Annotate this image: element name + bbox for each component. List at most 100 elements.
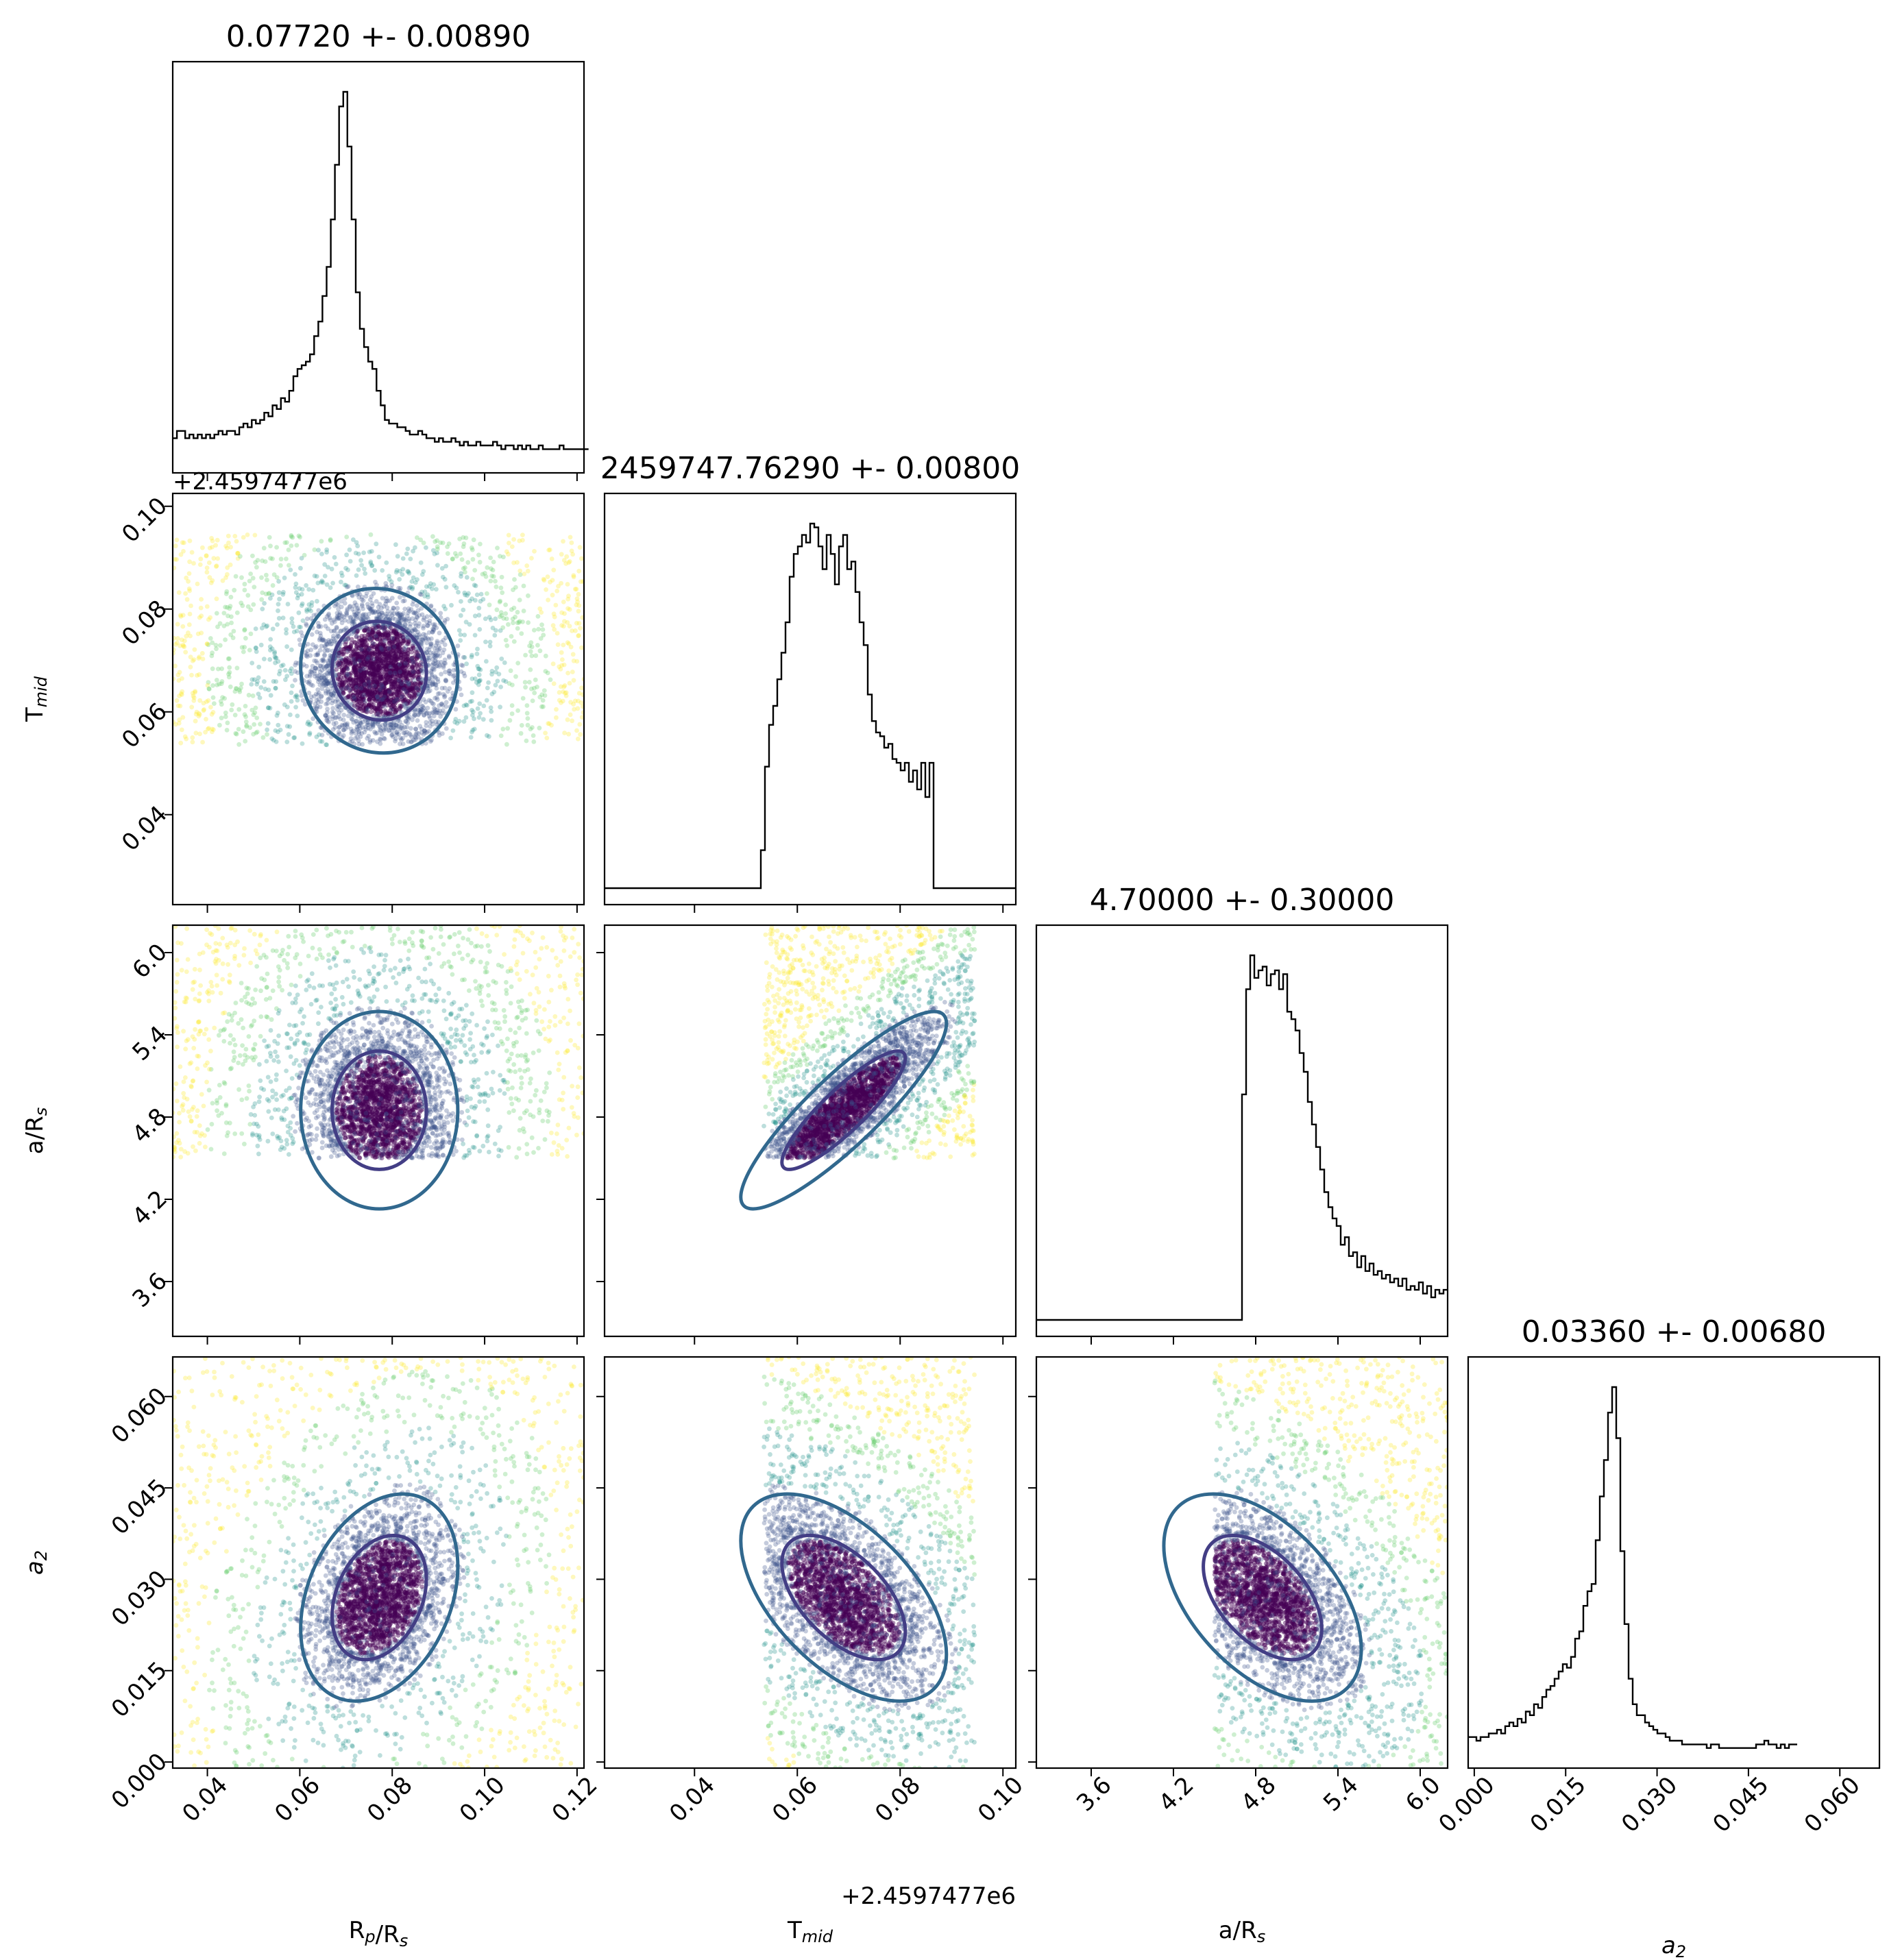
scatter-point	[382, 696, 387, 700]
scatter-point	[332, 603, 337, 609]
scatter-point	[361, 647, 366, 652]
scatter-point	[433, 709, 438, 714]
scatter-point	[342, 657, 348, 662]
scatter-point	[378, 676, 382, 681]
scatter-point	[476, 605, 482, 611]
scatter-point	[345, 645, 351, 650]
scatter-point	[400, 659, 405, 665]
scatter-point	[404, 667, 410, 672]
scatter-point	[187, 559, 192, 565]
scatter-point	[186, 622, 192, 627]
scatter-point	[470, 727, 476, 733]
scatter-point	[413, 649, 419, 654]
scatter-point	[411, 690, 417, 695]
scatter-point	[495, 546, 500, 550]
scatter-point	[438, 611, 443, 616]
scatter-point	[327, 615, 332, 621]
scatter-point	[381, 689, 386, 695]
scatter-point	[390, 707, 395, 712]
scatter-point	[376, 667, 380, 672]
scatter-point	[393, 667, 399, 673]
scatter-point	[380, 667, 385, 672]
scatter-point	[314, 734, 319, 739]
scatter-point	[395, 718, 401, 723]
scatter-point	[352, 661, 358, 667]
scatter-point	[443, 585, 449, 590]
scatter-point	[367, 698, 372, 703]
scatter-point	[354, 628, 360, 633]
scatter-point	[379, 625, 384, 630]
scatter-point	[228, 594, 234, 600]
scatter-point	[332, 619, 337, 624]
scatter-point	[272, 649, 277, 654]
scatter-point	[432, 682, 437, 687]
scatter-point	[433, 655, 439, 661]
scatter-point	[407, 670, 413, 675]
scatter-point	[328, 639, 334, 644]
scatter-point	[386, 635, 391, 641]
scatter-point	[390, 734, 395, 739]
scatter-point	[398, 646, 402, 650]
scatter-point	[346, 659, 352, 665]
scatter-point	[375, 680, 380, 685]
scatter-point	[395, 669, 400, 674]
scatter-point	[374, 680, 379, 685]
scatter-point	[376, 651, 382, 657]
scatter-point	[386, 672, 391, 677]
scatter-point	[228, 684, 233, 689]
scatter-point	[402, 683, 408, 688]
scatter-point	[408, 670, 413, 675]
scatter-point	[376, 604, 381, 610]
scatter-point	[341, 712, 347, 718]
scatter-point	[404, 715, 410, 720]
scatter-point	[493, 578, 498, 584]
scatter-point	[193, 731, 199, 736]
scatter-point	[367, 684, 372, 689]
scatter-point	[503, 602, 508, 607]
scatter-point	[189, 550, 195, 555]
scatter-point	[545, 670, 550, 676]
scatter-point	[480, 597, 486, 602]
scatter-point	[365, 648, 371, 653]
scatter-point	[404, 724, 409, 730]
scatter-point	[367, 654, 372, 660]
scatter-point	[324, 674, 329, 680]
scatter-point	[307, 731, 313, 735]
scatter-point	[448, 1044, 454, 1050]
scatter-point	[350, 697, 355, 702]
scatter-point	[380, 698, 386, 703]
scatter-point	[378, 704, 383, 709]
scatter-point	[321, 659, 326, 664]
scatter-point	[487, 639, 493, 645]
scatter-point	[413, 628, 418, 633]
scatter-point	[252, 585, 257, 589]
scatter-point	[319, 739, 325, 744]
scatter-point	[367, 689, 373, 695]
scatter-point	[395, 644, 400, 650]
scatter-point	[305, 641, 310, 647]
scatter-point	[393, 660, 399, 665]
scatter-point	[358, 734, 363, 739]
scatter-point	[498, 585, 504, 591]
scatter-point	[326, 696, 331, 701]
scatter-point	[356, 707, 361, 711]
scatter-point	[426, 630, 432, 635]
scatter-point	[386, 711, 391, 716]
scatter-point	[369, 661, 374, 666]
scatter-point	[377, 612, 382, 617]
scatter-point	[328, 538, 333, 543]
scatter-point	[363, 707, 369, 711]
scatter-point	[394, 646, 400, 651]
scatter-point	[264, 624, 269, 629]
scatter-point	[398, 636, 403, 641]
scatter-point	[528, 667, 533, 672]
scatter-point	[470, 556, 476, 562]
scatter-point	[354, 687, 359, 693]
scatter-point	[362, 730, 367, 735]
scatter-point	[340, 683, 345, 687]
scatter-point	[404, 654, 410, 659]
scatter-point	[324, 671, 330, 676]
scatter-point	[368, 662, 374, 667]
scatter-point	[410, 675, 415, 680]
